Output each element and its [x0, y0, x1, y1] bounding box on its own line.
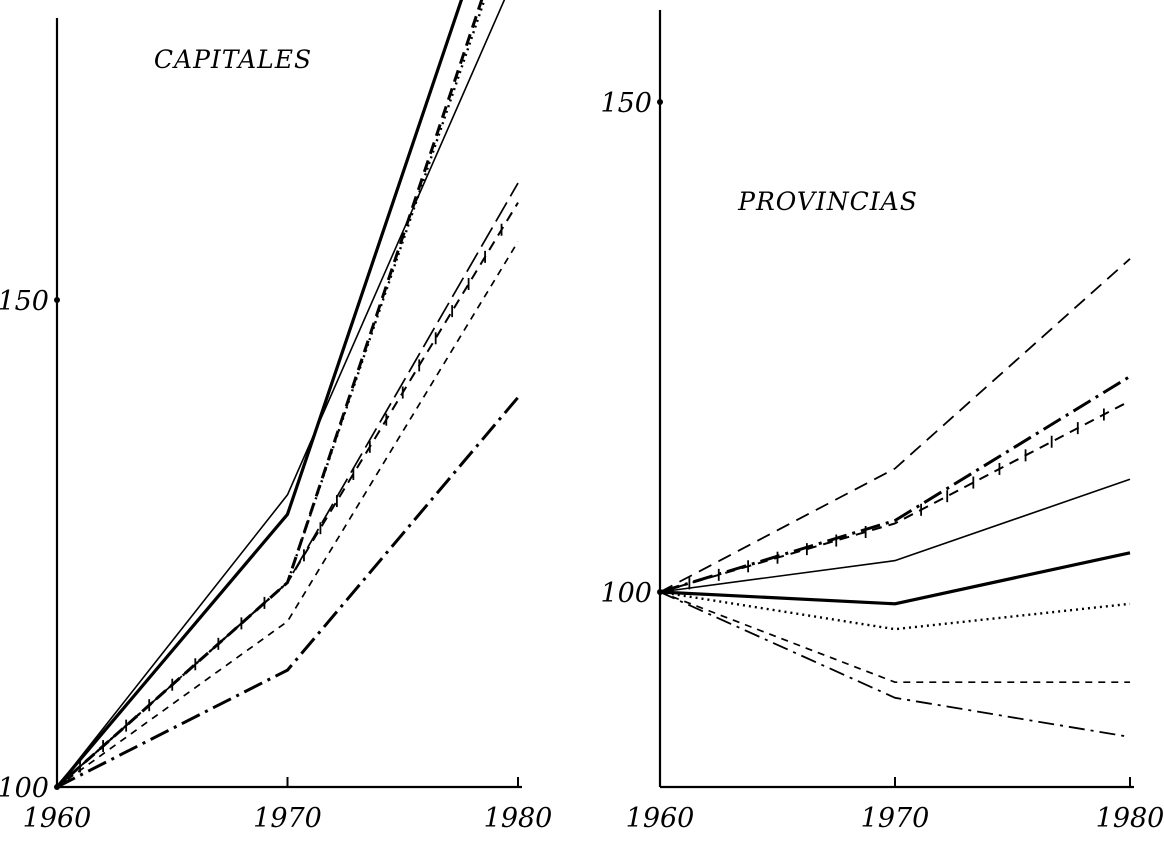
chart-panel-provincias: 1960 1970 1980 100 150 PROVINCIAS — [600, 10, 1164, 834]
y-tick-mark — [54, 297, 60, 303]
series-line-5 — [659, 551, 1131, 606]
chart-title: PROVINCIAS — [737, 187, 918, 216]
series-line-4 — [659, 478, 1131, 593]
series-line-2 — [659, 375, 1131, 594]
series-line-3 — [659, 400, 1131, 593]
series-line-1 — [659, 258, 1131, 593]
x-tick-label: 1970 — [253, 803, 322, 834]
chart-title: CAPITALES — [154, 45, 312, 74]
y-tick-label: 100 — [600, 578, 652, 609]
series-line-6 — [659, 590, 1131, 631]
x-tick-label: 1960 — [23, 803, 92, 834]
series-line-7 — [659, 591, 1130, 684]
series-line-5 — [56, 182, 519, 788]
series-line-8 — [56, 396, 520, 789]
x-tick-label: 1980 — [484, 803, 553, 834]
y-tick-mark — [657, 99, 663, 105]
chart-panel-capitales: 1960 1970 1980 100 150 CAPITALES — [0, 0, 552, 834]
x-tick-label: 1980 — [1096, 803, 1164, 834]
series-line-8 — [659, 591, 1131, 738]
y-tick-label: 150 — [0, 286, 49, 317]
series-line-1 — [55, 0, 464, 789]
series-line-2 — [56, 0, 506, 788]
x-tick-label: 1970 — [861, 803, 930, 834]
series-line-7 — [56, 241, 519, 788]
x-tick-label: 1960 — [626, 803, 695, 834]
y-tick-label: 100 — [0, 773, 49, 804]
series-line-6 — [56, 202, 519, 788]
y-tick-label: 150 — [600, 88, 652, 119]
